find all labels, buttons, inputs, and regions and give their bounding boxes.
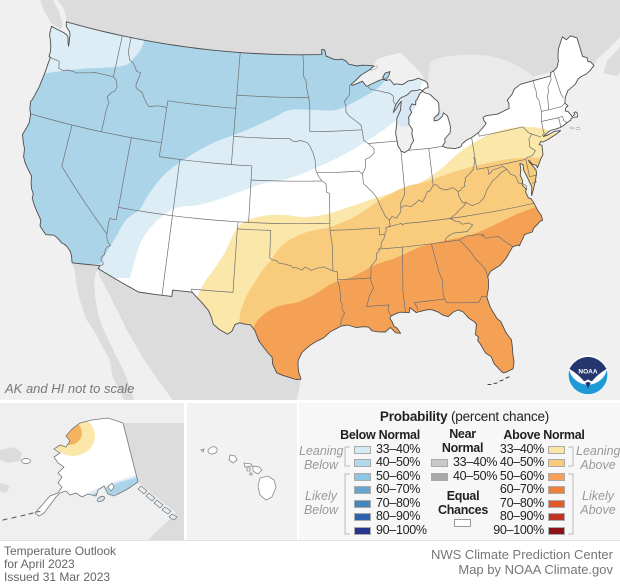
svg-text:NOAA: NOAA (578, 369, 597, 376)
